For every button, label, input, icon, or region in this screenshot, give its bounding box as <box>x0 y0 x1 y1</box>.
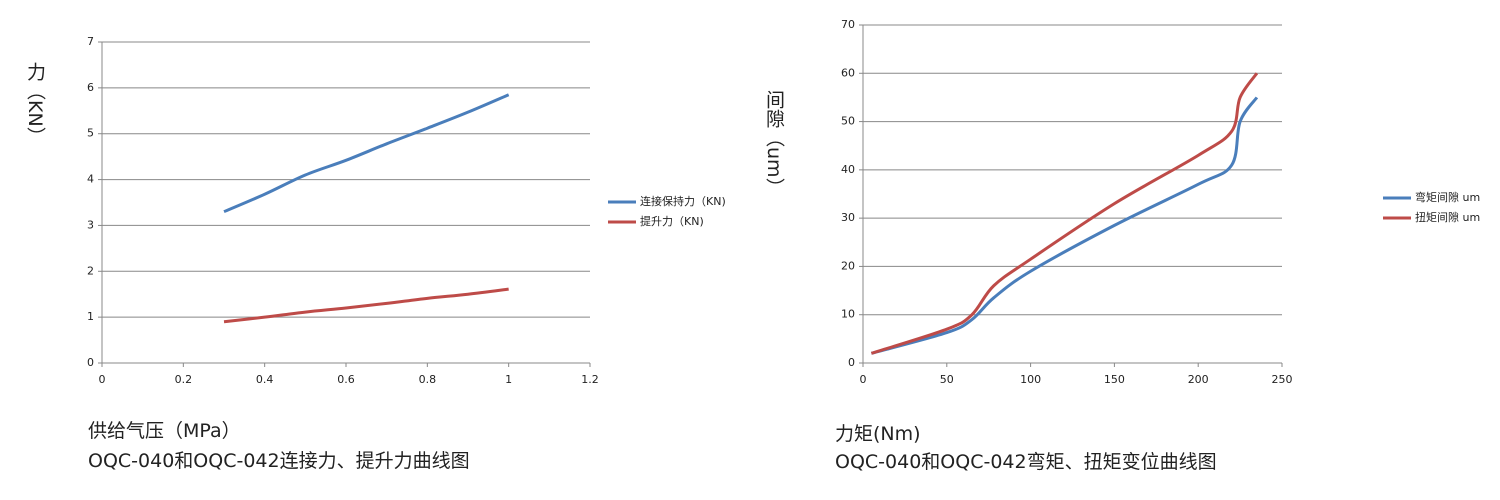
x-tick-label: 150 <box>1104 373 1125 386</box>
y-tick-label: 40 <box>841 163 855 176</box>
series-line <box>223 93 510 214</box>
y-tick-label: 7 <box>87 35 94 48</box>
y-tick-label: 60 <box>841 66 855 79</box>
legend-label: 扭矩间隙 um <box>1415 210 1480 224</box>
legend-label: 连接保持力（KN) <box>640 194 726 208</box>
y-tick-label: 70 <box>841 18 855 31</box>
chart-caption: OQC-040和OQC-042弯矩、扭矩变位曲线图 <box>835 451 1217 473</box>
y-tick-label: 6 <box>87 81 94 94</box>
y-tick-label: 50 <box>841 115 855 128</box>
x-tick-label: 0.6 <box>337 373 355 386</box>
x-tick-label: 0 <box>99 373 106 386</box>
y-tick-label: 20 <box>841 259 855 272</box>
y-tick-label: 0 <box>87 356 94 369</box>
x-tick-label: 0.4 <box>256 373 274 386</box>
x-tick-label: 200 <box>1188 373 1209 386</box>
y-tick-label: 1 <box>87 310 94 323</box>
y-axis-label: 间隙（um） <box>763 90 785 197</box>
y-tick-label: 30 <box>841 211 855 224</box>
x-tick-label: 250 <box>1272 373 1293 386</box>
legend-label: 提升力（KN) <box>640 215 704 228</box>
x-tick-label: 100 <box>1020 373 1041 386</box>
x-tick-label: 0.8 <box>419 373 437 386</box>
y-tick-label: 0 <box>848 356 855 369</box>
y-tick-label: 4 <box>87 173 94 186</box>
y-tick-label: 3 <box>87 218 94 231</box>
x-tick-label: 0.2 <box>175 373 193 386</box>
x-tick-label: 50 <box>940 373 954 386</box>
y-tick-label: 2 <box>87 264 94 277</box>
series-line <box>223 287 509 324</box>
y-tick-label: 5 <box>87 127 94 140</box>
series-line <box>870 96 1259 355</box>
x-tick-label: 1.2 <box>581 373 599 386</box>
x-axis-label: 力矩(Nm) <box>835 423 921 445</box>
series-line <box>870 72 1259 355</box>
legend-label: 弯矩间隙 um <box>1415 190 1480 204</box>
x-axis-label: 供给气压（MPa） <box>88 420 241 442</box>
x-tick-label: 0 <box>860 373 867 386</box>
y-tick-label: 10 <box>841 308 855 321</box>
x-tick-label: 1 <box>505 373 512 386</box>
chart-caption: OQC-040和OQC-042连接力、提升力曲线图 <box>88 450 470 472</box>
y-axis-label: 力（KN） <box>24 62 46 146</box>
